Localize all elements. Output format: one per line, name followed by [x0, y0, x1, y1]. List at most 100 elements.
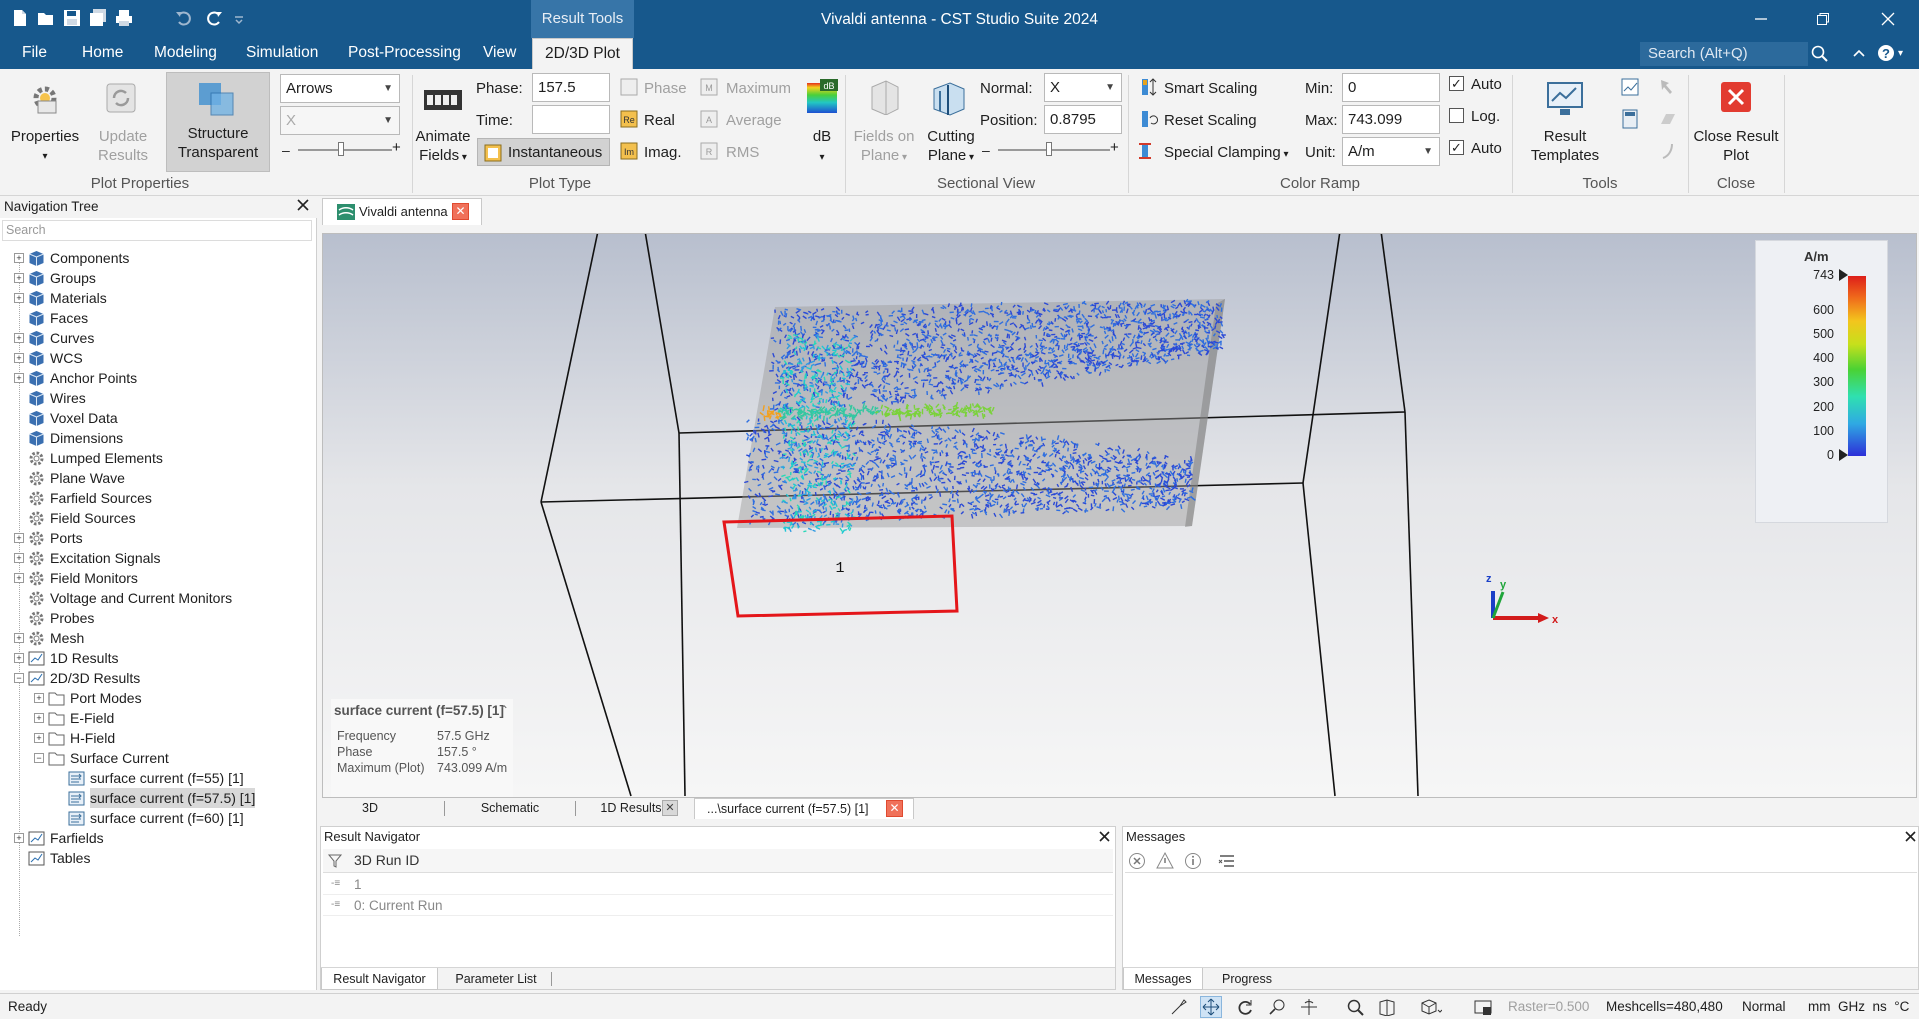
fields-on-plane-button[interactable]: Fields on Plane ▾: [853, 128, 915, 164]
db-button[interactable]: dB ▾: [812, 128, 832, 163]
expand-icon[interactable]: +: [14, 533, 24, 543]
min-input[interactable]: 0: [1342, 73, 1440, 102]
tree-item[interactable]: Lumped Elements: [4, 448, 309, 468]
expand-icon[interactable]: +: [14, 373, 24, 383]
maximum-button[interactable]: Maximum: [726, 80, 792, 97]
tree-item[interactable]: − Surface Current: [4, 748, 309, 768]
position-plus-icon[interactable]: +: [1110, 139, 1119, 156]
chart-tool-icon[interactable]: [1620, 77, 1640, 97]
calculator-icon[interactable]: [1620, 109, 1640, 129]
tree-item[interactable]: + WCS: [4, 348, 309, 368]
expand-icon[interactable]: +: [14, 553, 24, 563]
slider-minus-icon[interactable]: –: [282, 142, 290, 158]
close-tab-icon[interactable]: ✕: [662, 800, 678, 816]
unit-select[interactable]: A/m ▼: [1342, 137, 1440, 166]
plot-mode-select[interactable]: Arrows ▼: [280, 74, 400, 103]
tab-schematic[interactable]: Schematic: [480, 801, 540, 815]
tab-1d-results[interactable]: 1D Results: [600, 801, 662, 815]
tree-item[interactable]: Faces: [4, 308, 309, 328]
tree-item[interactable]: + Curves: [4, 328, 309, 348]
close-tab-icon[interactable]: ✕: [452, 203, 469, 220]
special-clamping-button[interactable]: Special Clamping ▾: [1164, 144, 1289, 161]
expand-icon[interactable]: +: [14, 353, 24, 363]
max-marker-icon[interactable]: [1839, 269, 1848, 281]
tree-item[interactable]: +1D Results: [4, 648, 309, 668]
phase-input[interactable]: 157.5: [532, 73, 610, 102]
collapse-icon[interactable]: −: [14, 673, 24, 683]
collapse-ribbon-icon[interactable]: [1852, 46, 1866, 60]
tree-item[interactable]: Voltage and Current Monitors: [4, 588, 309, 608]
rotate-view-icon[interactable]: [1268, 998, 1286, 1016]
close-tab-icon[interactable]: ✕: [886, 800, 903, 817]
pick-tool-icon[interactable]: [1658, 77, 1678, 97]
properties-dropdown-icon[interactable]: ▾: [42, 151, 48, 162]
tab-modeling[interactable]: Modeling: [154, 44, 217, 61]
tab-surface-current[interactable]: ...\surface current (f=57.5) [1]: [694, 798, 914, 819]
customize-icon[interactable]: [234, 8, 244, 28]
tree-item[interactable]: + Materials: [4, 288, 309, 308]
tab-2d-3d-plot[interactable]: 2D/3D Plot: [532, 38, 633, 69]
tab-home[interactable]: Home: [82, 44, 124, 61]
tab-result-navigator[interactable]: Result Navigator: [321, 968, 438, 990]
tree-item[interactable]: surface current (f=57.5) [1]: [4, 788, 309, 808]
expand-icon[interactable]: +: [14, 653, 24, 663]
tab-view[interactable]: View: [483, 44, 517, 61]
undo-icon[interactable]: [174, 8, 194, 28]
3d-viewport[interactable]: 1 x y z A/m 743 600 500 400 300 200 100 0 surfa…: [322, 233, 1917, 798]
save-all-icon[interactable]: [88, 8, 108, 28]
tab-3d[interactable]: 3D: [362, 801, 378, 815]
expand-icon[interactable]: +: [14, 333, 24, 343]
tree-item[interactable]: Wires: [4, 388, 309, 408]
new-icon[interactable]: [10, 8, 30, 28]
tree-item[interactable]: + Groups: [4, 268, 309, 288]
close-result-plot-button[interactable]: Close Result Plot: [1693, 128, 1779, 164]
navigation-search-input[interactable]: Search: [2, 220, 312, 241]
table-row[interactable]: -≡ 0: Current Run: [323, 896, 1113, 916]
collapse-icon[interactable]: ⌃: [499, 703, 510, 717]
position-input[interactable]: 0.8795: [1044, 105, 1122, 134]
view-plane-icon[interactable]: [1378, 998, 1396, 1016]
help-icon[interactable]: ?: [1876, 43, 1896, 63]
search-icon[interactable]: [1810, 44, 1830, 64]
tree-item[interactable]: + Anchor Points: [4, 368, 309, 388]
tree-item[interactable]: + H-Field: [4, 728, 309, 748]
filter-icon[interactable]: [327, 853, 343, 869]
position-slider[interactable]: [998, 149, 1110, 151]
instantaneous-button[interactable]: Instantaneous: [477, 138, 610, 166]
tree-item[interactable]: Dimensions: [4, 428, 309, 448]
tab-progress[interactable]: Progress: [1221, 972, 1273, 986]
expand-icon[interactable]: +: [14, 273, 24, 283]
tab-messages[interactable]: Messages: [1123, 968, 1203, 990]
max-input[interactable]: 743.099: [1342, 105, 1440, 134]
component-select[interactable]: X ▼: [280, 106, 400, 135]
expand-icon[interactable]: +: [34, 733, 44, 743]
expand-icon[interactable]: +: [14, 573, 24, 583]
tree-item[interactable]: surface current (f=55) [1]: [4, 768, 309, 788]
position-minus-icon[interactable]: –: [982, 142, 990, 158]
tree-item[interactable]: + Farfields: [4, 828, 309, 848]
tree-item[interactable]: Farfield Sources: [4, 488, 309, 508]
zoom-icon[interactable]: [1346, 998, 1364, 1016]
tree-item[interactable]: Probes: [4, 608, 309, 628]
search-input[interactable]: Search (Alt+Q): [1640, 42, 1808, 66]
close-icon[interactable]: [1098, 830, 1111, 843]
view-cube-icon[interactable]: [1420, 998, 1442, 1016]
imag-button[interactable]: Imag.: [644, 144, 682, 161]
pan-button[interactable]: [1200, 996, 1222, 1018]
average-button[interactable]: Average: [726, 112, 782, 129]
auto-unit-checkbox[interactable]: ✓: [1449, 140, 1464, 155]
help-dropdown-icon[interactable]: ▾: [1898, 48, 1904, 59]
close-window-button[interactable]: [1857, 0, 1919, 38]
tree-item[interactable]: Field Sources: [4, 508, 309, 528]
min-marker-icon[interactable]: [1839, 449, 1848, 461]
clear-messages-icon[interactable]: [1217, 851, 1237, 871]
cutting-plane-button[interactable]: Cutting Plane ▾: [927, 128, 975, 164]
time-input[interactable]: [532, 105, 610, 134]
navigate-icon[interactable]: [1300, 998, 1318, 1016]
render-mode[interactable]: Normal: [1742, 999, 1786, 1014]
rotate-icon[interactable]: [1236, 998, 1254, 1016]
tree-item[interactable]: surface current (f=60) [1]: [4, 808, 309, 828]
properties-button[interactable]: Properties: [10, 128, 80, 145]
tree-item[interactable]: + Components: [4, 248, 309, 268]
tree-item[interactable]: + Excitation Signals: [4, 548, 309, 568]
